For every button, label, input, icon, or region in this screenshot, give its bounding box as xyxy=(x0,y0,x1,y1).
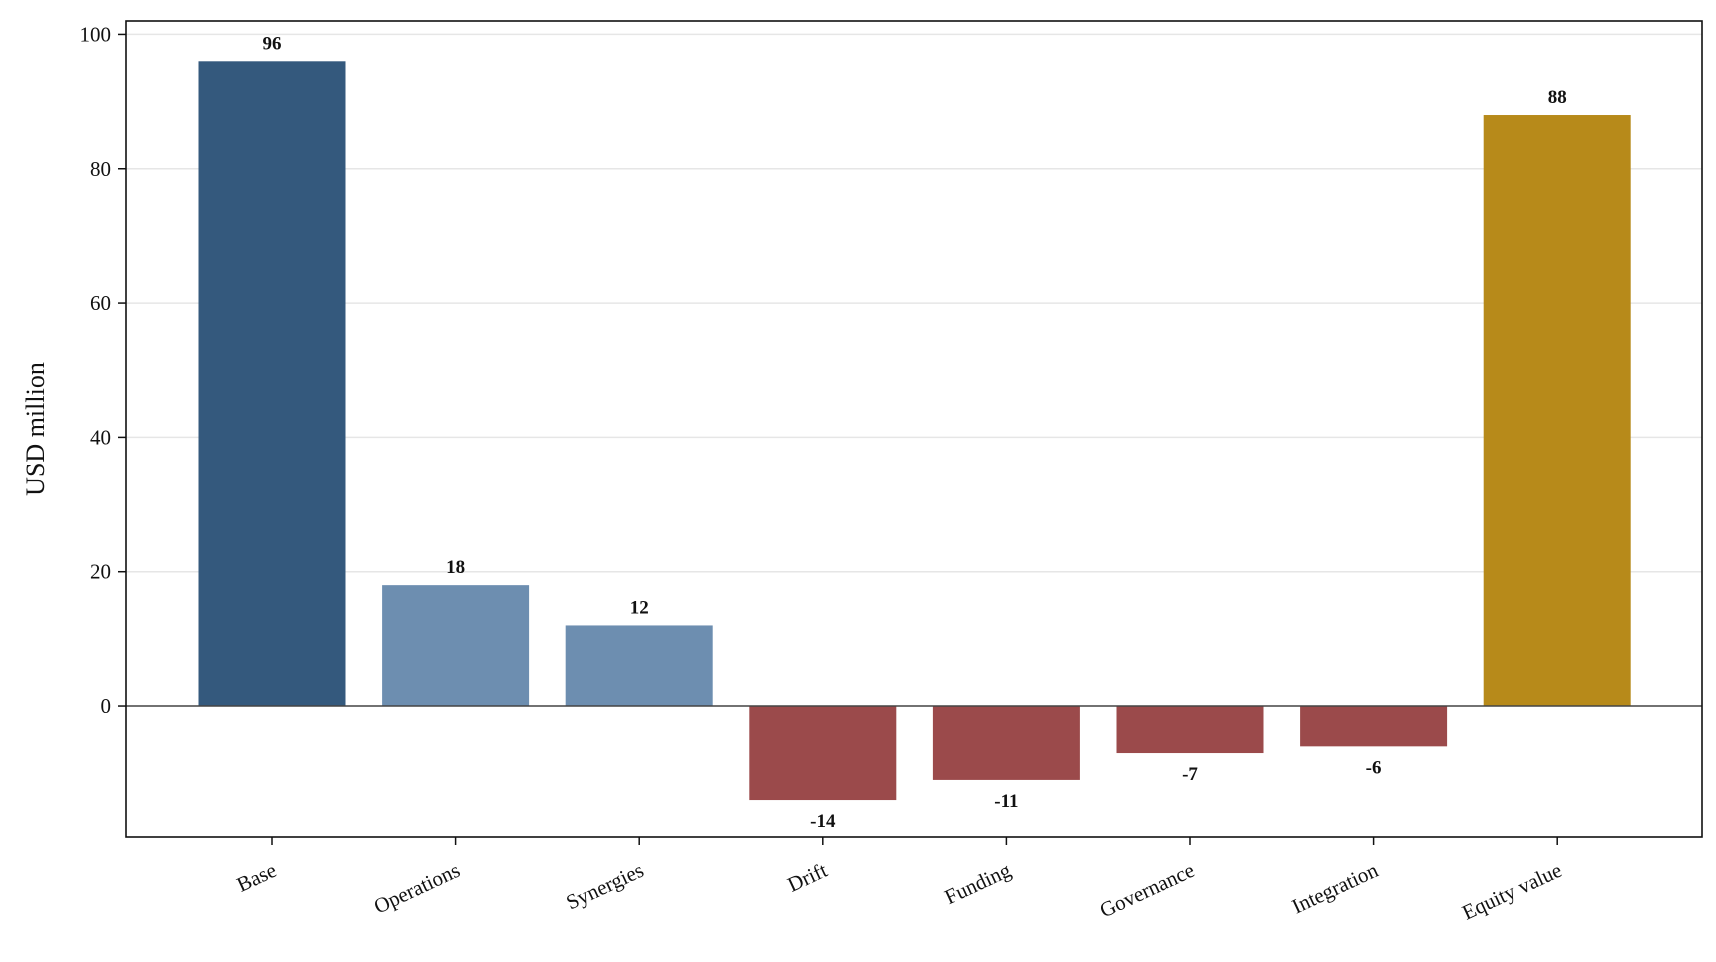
y-tick-label-80: 80 xyxy=(90,157,111,181)
x-tick-label-drift: Drift xyxy=(784,858,831,897)
y-axis-title: USD million xyxy=(21,362,50,496)
bar-governance xyxy=(1116,706,1264,754)
bar-synergies xyxy=(565,625,713,707)
plot-frame xyxy=(125,20,1703,838)
x-tick-label-synergies: Synergies xyxy=(562,858,647,915)
y-tick-label-20: 20 xyxy=(90,560,111,584)
bars xyxy=(198,61,1631,801)
y-tick-label-100: 100 xyxy=(80,22,112,46)
x-tick-label-operations: Operations xyxy=(370,858,464,919)
y-tick-label-0: 0 xyxy=(101,694,112,718)
bar-operations xyxy=(382,585,530,707)
y-axis-ticks: 0 20 40 60 80 100 xyxy=(80,22,126,718)
bar-integration xyxy=(1300,706,1448,747)
y-tick-label-60: 60 xyxy=(90,291,111,315)
data-labels: 96 18 12 -14 -11 -7 -6 88 xyxy=(263,33,1567,832)
data-label-2: 12 xyxy=(630,597,649,618)
data-label-4: -11 xyxy=(994,791,1018,812)
data-label-5: -7 xyxy=(1182,764,1198,785)
x-tick-label-integration: Integration xyxy=(1288,858,1382,919)
y-tick-label-40: 40 xyxy=(90,425,111,449)
bar-drift xyxy=(749,706,897,801)
grid-lines xyxy=(126,33,1702,573)
bar-base xyxy=(198,61,346,707)
data-label-6: -6 xyxy=(1366,757,1382,778)
data-label-1: 18 xyxy=(446,557,465,578)
data-label-7: 88 xyxy=(1548,87,1567,108)
x-tick-label-governance: Governance xyxy=(1096,858,1198,923)
x-axis-ticks: Base Operations Synergies Drift Funding Gover… xyxy=(233,837,1565,925)
x-tick-label-base: Base xyxy=(233,858,280,897)
x-tick-label-funding: Funding xyxy=(941,858,1015,910)
data-label-3: -14 xyxy=(810,811,836,832)
data-label-0: 96 xyxy=(263,33,282,54)
bar-equity-value xyxy=(1483,115,1631,707)
bar-funding xyxy=(932,706,1080,780)
x-tick-label-equity-value: Equity value xyxy=(1458,858,1565,925)
